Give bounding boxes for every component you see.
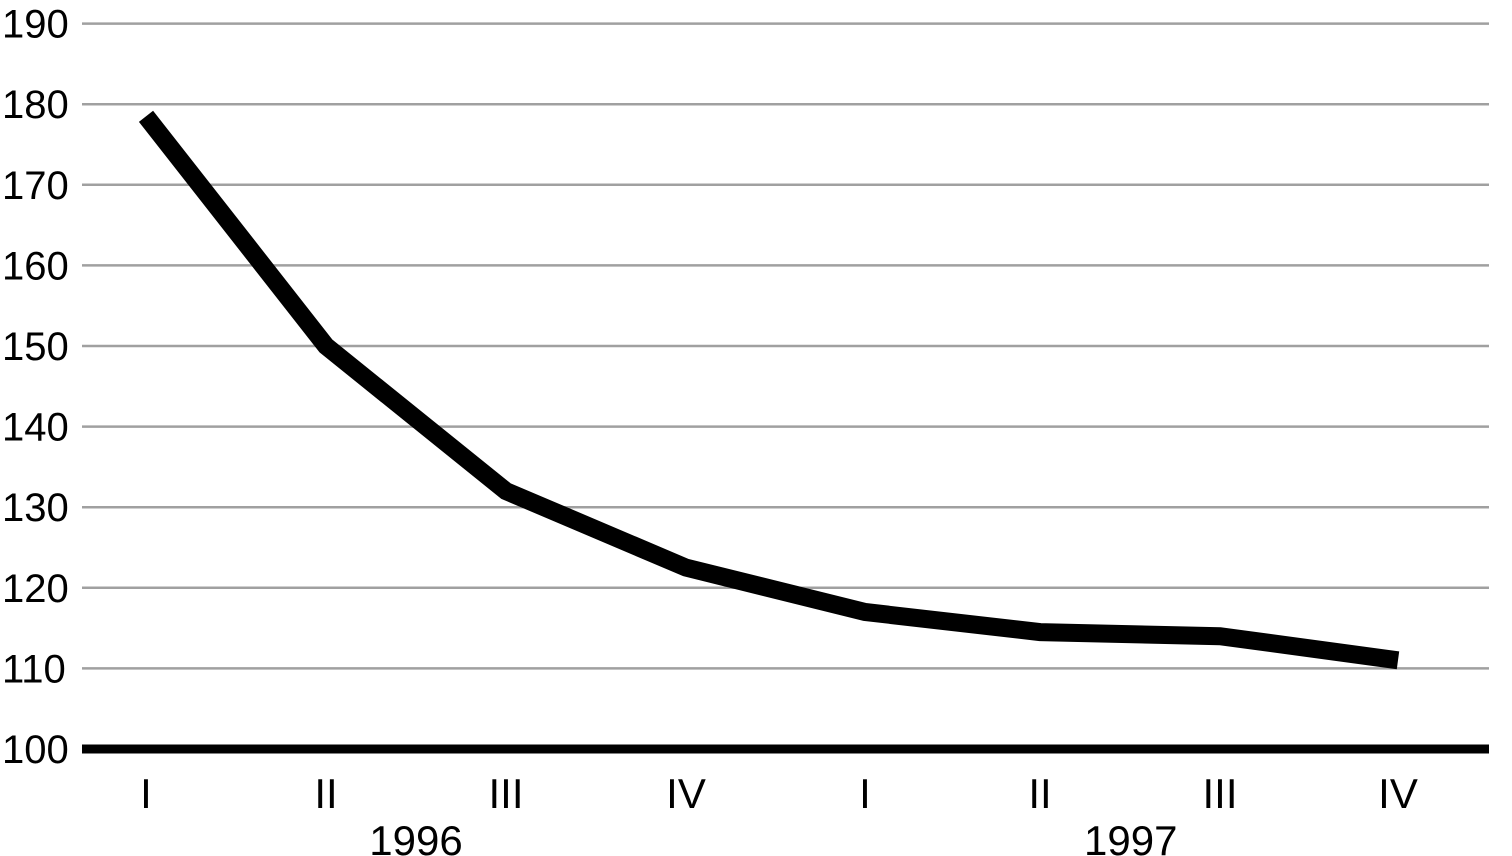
y-axis-tick-label: 120 (2, 567, 69, 611)
x-axis-quarter-label: I (859, 770, 871, 817)
x-axis-quarter-label: IV (666, 770, 706, 817)
y-axis-tick-label: 140 (2, 406, 69, 450)
y-axis-tick-label: 190 (2, 3, 69, 47)
y-axis-tick-label: 150 (2, 325, 69, 369)
x-axis-quarter-label: I (140, 770, 152, 817)
y-axis-tick-label: 130 (2, 486, 69, 530)
data-line-series-index-level (138, 110, 1400, 670)
y-axis-tick-label: 160 (2, 244, 69, 288)
y-axis-tick-label: 180 (2, 83, 69, 127)
y-axis-tick-label: 170 (2, 164, 69, 208)
x-axis-year-label: 1996 (369, 817, 462, 856)
x-axis-quarter-label: II (314, 770, 337, 817)
x-axis-quarter-label: III (1202, 770, 1237, 817)
x-axis-quarter-label: III (488, 770, 523, 817)
y-axis-tick-label: 110 (2, 647, 66, 691)
y-axis-tick-label: 100 (2, 728, 69, 772)
x-axis-quarter-label: II (1028, 770, 1051, 817)
x-axis-year-label: 1997 (1084, 817, 1177, 856)
x-axis-quarter-label: IV (1378, 770, 1418, 817)
